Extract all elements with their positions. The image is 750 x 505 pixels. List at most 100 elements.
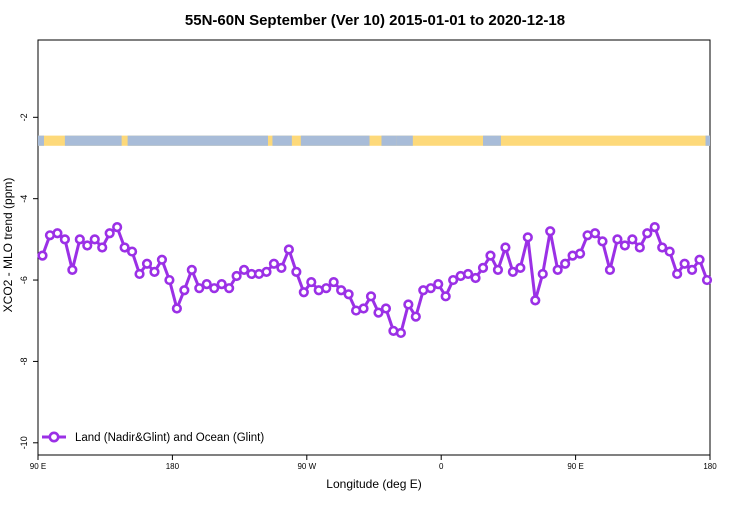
data-point	[37, 250, 48, 261]
y-axis: -2 -4 -6 -8 -10	[19, 113, 38, 449]
data-point	[171, 303, 182, 314]
x-axis: 90 E 180 90 W 0 90 E 180	[30, 455, 717, 471]
data-point	[156, 254, 168, 265]
y-tick-label: -6	[19, 276, 29, 284]
data-point	[164, 274, 175, 286]
x-tick-label: 0	[439, 462, 444, 471]
data-point	[186, 264, 197, 275]
data-point	[59, 234, 70, 245]
data-point	[589, 228, 601, 239]
strip-ocean	[38, 135, 44, 146]
data-point	[276, 262, 287, 273]
data-point	[141, 258, 153, 269]
data-point	[642, 228, 653, 239]
data-point	[672, 268, 683, 280]
x-tick-label: 180	[703, 462, 717, 471]
y-axis-label: XCO2 - MLO trend (ppm)	[1, 178, 15, 313]
data-point	[530, 295, 541, 306]
data-point	[134, 268, 145, 280]
y-tick-label: -8	[19, 357, 29, 365]
legend-marker	[48, 431, 60, 443]
data-point	[485, 250, 496, 261]
data-point	[492, 264, 504, 275]
data-point	[365, 291, 377, 302]
data-point	[82, 240, 93, 251]
data-point	[231, 270, 242, 282]
data-point	[477, 262, 489, 273]
data-point	[395, 327, 406, 339]
strip-ocean	[483, 135, 501, 146]
chart-title: 55N-60N September (Ver 10) 2015-01-01 to…	[185, 12, 565, 29]
strip-ocean	[300, 135, 370, 146]
data-point	[425, 283, 436, 294]
data-point	[619, 240, 630, 251]
data-point	[358, 303, 369, 314]
data-point	[657, 242, 668, 253]
data-point	[701, 274, 713, 286]
data-point	[321, 283, 332, 294]
data-point	[597, 236, 608, 247]
data-point	[380, 303, 392, 314]
data-point	[112, 222, 123, 233]
data-point	[694, 254, 705, 265]
series-line	[41, 225, 709, 335]
data-point	[104, 228, 115, 239]
surface-strip	[38, 135, 710, 146]
x-axis-label: Longitude (deg E)	[326, 477, 421, 491]
strip-ocean	[705, 135, 710, 146]
data-point	[634, 242, 645, 253]
data-point	[470, 272, 481, 284]
data-point	[664, 246, 675, 257]
x-tick-label: 90 W	[297, 462, 316, 471]
y-tick-label: -10	[19, 436, 29, 449]
legend: Land (Nadir&Glint) and Ocean (Glint)	[42, 431, 264, 444]
data-point	[403, 299, 414, 310]
data-point	[89, 234, 100, 245]
series-group	[37, 222, 713, 339]
data-point	[440, 291, 451, 302]
data-point	[515, 262, 526, 273]
data-point	[604, 264, 616, 275]
data-point	[179, 285, 190, 296]
data-point	[649, 222, 660, 233]
data-point	[545, 226, 556, 237]
data-point	[126, 246, 138, 257]
data-point	[410, 311, 421, 322]
data-point	[522, 232, 533, 243]
data-point	[373, 307, 384, 318]
data-point	[52, 228, 63, 239]
data-point	[224, 283, 235, 294]
strip-ocean	[272, 135, 292, 146]
data-point	[201, 279, 212, 290]
data-point	[298, 287, 309, 298]
plot-frame	[37, 39, 711, 456]
data-point	[119, 242, 130, 253]
strip-ocean	[396, 135, 413, 146]
x-tick-label: 90 E	[30, 462, 46, 471]
data-point	[336, 285, 347, 296]
data-point	[261, 266, 272, 278]
x-tick-label: 90 E	[567, 462, 583, 471]
data-point	[194, 283, 205, 294]
data-point	[560, 258, 571, 269]
data-point	[627, 234, 638, 245]
data-point	[238, 264, 250, 275]
data-point	[268, 258, 280, 269]
data-point	[328, 276, 339, 288]
strip-land	[38, 135, 710, 146]
data-point	[291, 266, 302, 278]
x-tick-label: 180	[166, 462, 180, 471]
strip-ocean	[64, 135, 122, 146]
y-tick-label: -2	[19, 113, 29, 121]
data-point	[306, 276, 317, 288]
data-point	[149, 266, 160, 278]
data-point	[686, 264, 698, 275]
data-point	[448, 274, 459, 286]
data-point	[433, 279, 444, 290]
strip-ocean	[381, 135, 397, 146]
data-point	[462, 268, 474, 280]
data-point	[537, 268, 548, 280]
data-point	[74, 234, 85, 245]
